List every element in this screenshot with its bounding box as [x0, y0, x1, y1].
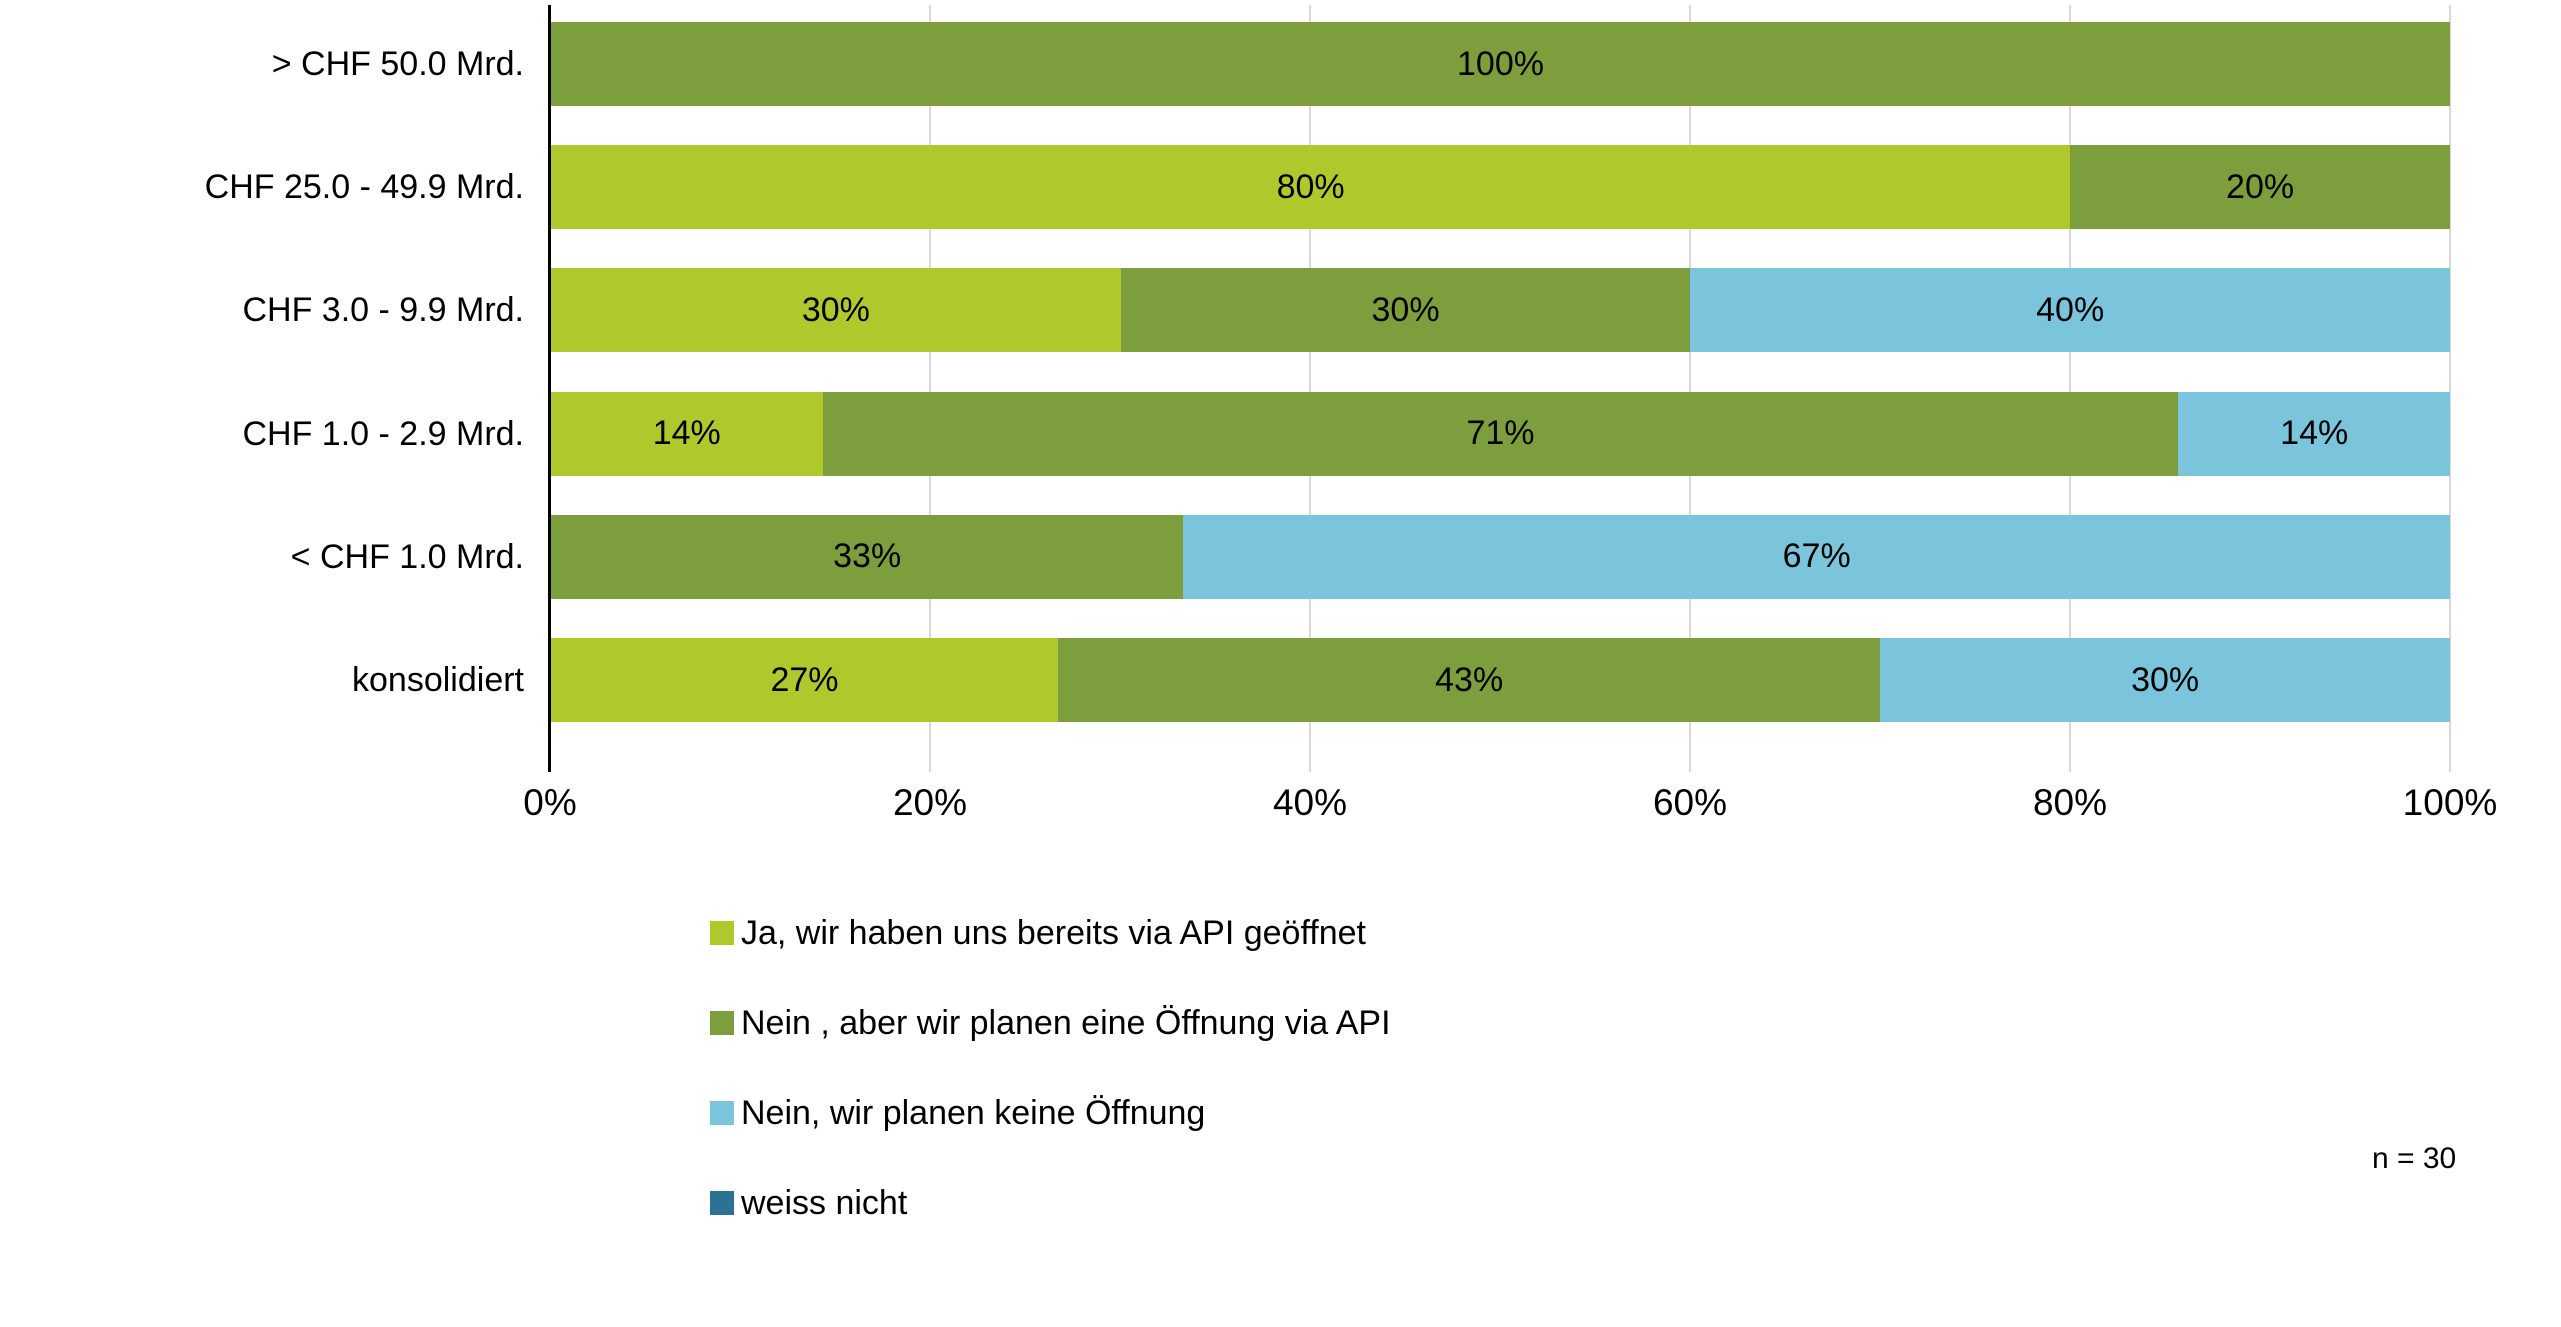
legend-label: Nein, wir planen keine Öffnung [741, 1093, 1206, 1132]
bar-segment: 30% [551, 268, 1121, 353]
category-label: konsolidiert [352, 661, 524, 699]
bar-segment: 27% [551, 638, 1059, 722]
legend-item: Nein , aber wir planen eine Öffnung via … [710, 1003, 1391, 1042]
gridline-100 [2449, 5, 2451, 772]
gridline-80 [2069, 5, 2071, 772]
bar-segment-value-label: 40% [2036, 290, 2105, 329]
legend: Ja, wir haben uns bereits via API geöffn… [710, 913, 1391, 1276]
bar-row: 100% [551, 22, 2450, 106]
bar-row: 80% 20% [551, 145, 2450, 230]
bar-segment: 20% [2070, 145, 2450, 230]
bar-segment-value-label: 67% [1782, 537, 1851, 576]
gridline-20 [929, 5, 931, 772]
bar-segment-value-label: 27% [770, 660, 839, 699]
bar-segment: 40% [1690, 268, 2450, 353]
sample-size-note: n = 30 [2372, 1142, 2457, 1175]
gridline-40 [1309, 5, 1311, 772]
bar-segment-value-label: 43% [1435, 660, 1504, 699]
bar-segment: 30% [1120, 268, 1691, 353]
legend-label: Nein , aber wir planen eine Öffnung via … [741, 1003, 1391, 1042]
legend-swatch-icon [710, 1101, 734, 1125]
bar-segment-value-label: 71% [1466, 414, 1535, 453]
legend-item: Ja, wir haben uns bereits via API geöffn… [710, 913, 1391, 952]
bar-segment-value-label: 30% [1371, 290, 1440, 329]
bar-segment-value-label: 80% [1276, 167, 1345, 206]
bar-segment-value-label: 100% [1457, 44, 1544, 83]
bar-row: 30% 30% 40% [551, 268, 2450, 353]
category-label: CHF 1.0 - 2.9 Mrd. [242, 414, 524, 453]
legend-swatch-icon [710, 1191, 734, 1215]
bar-row: 27% 43% 30% [551, 638, 2450, 722]
category-label: CHF 3.0 - 9.9 Mrd. [242, 291, 524, 330]
bar-segment-value-label: 30% [2131, 660, 2200, 699]
x-tick-label: 20% [892, 782, 968, 823]
x-tick-label: 0% [523, 782, 577, 823]
legend-swatch-icon [710, 921, 734, 945]
x-tick-label: 60% [1652, 782, 1728, 823]
bar-segment: 71% [822, 391, 2179, 476]
bar-segment: 14% [2178, 391, 2450, 476]
bar-segment-value-label: 14% [652, 414, 721, 453]
legend-label: Ja, wir haben uns bereits via API geöffn… [741, 913, 1366, 952]
bar-segment: 67% [1183, 514, 2450, 599]
bar-segment: 30% [1880, 638, 2450, 722]
bar-segment-value-label: 33% [833, 537, 902, 576]
bar-row: 14% 71% 14% [551, 391, 2450, 476]
legend-label: weiss nicht [741, 1183, 908, 1222]
bar-segment: 100% [551, 22, 2450, 106]
bar-segment: 80% [551, 145, 2071, 230]
category-label: < CHF 1.0 Mrd. [290, 537, 524, 576]
legend-item: Nein, wir planen keine Öffnung [710, 1093, 1391, 1132]
bar-row: 33% 67% [551, 514, 2450, 599]
gridline-60 [1689, 5, 1691, 772]
category-label: CHF 25.0 - 49.9 Mrd. [204, 168, 524, 207]
bar-segment-value-label: 30% [801, 290, 870, 329]
bar-segment: 43% [1058, 638, 1881, 722]
legend-item: weiss nicht [710, 1183, 1391, 1222]
x-tick-label: 40% [1272, 782, 1348, 823]
bar-segment-value-label: 20% [2226, 167, 2295, 206]
legend-swatch-icon [710, 1011, 734, 1035]
bar-segment: 14% [551, 391, 823, 476]
x-tick-label: 80% [2032, 782, 2108, 823]
category-label: > CHF 50.0 Mrd. [271, 45, 524, 83]
bar-segment-value-label: 14% [2280, 414, 2349, 453]
y-axis-line [548, 5, 551, 772]
bar-segment: 33% [551, 514, 1184, 599]
x-tick-label: 100% [2402, 782, 2498, 823]
